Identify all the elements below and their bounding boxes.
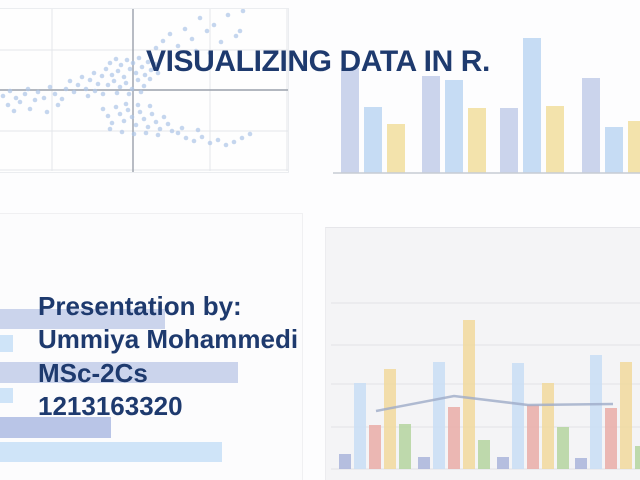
author-line: 1213163320: [38, 391, 183, 422]
author-line: Presentation by:: [38, 291, 242, 321]
grouped-bar-chart: [333, 38, 640, 174]
author-line: Ummiya Mohammedi: [38, 324, 299, 355]
bar-series: [341, 38, 640, 173]
author-line: MSc-2Cs: [38, 357, 148, 388]
faded-bar-series: [339, 320, 640, 469]
hbar-series: [0, 309, 238, 462]
bar-chart-panel-top-right: [330, 0, 640, 180]
scatter-chart: [0, 9, 288, 172]
horizontal-bar-chart: [0, 309, 238, 462]
bar-line-panel-bottom-right: [325, 227, 640, 480]
author-block: Presentation by: Ummiya Mohammedi MSc-2Cs 1…: [38, 290, 298, 424]
slide-title: VISUALIZING DATA IN R.: [146, 45, 490, 78]
faded-bar-line-chart: [331, 302, 640, 470]
scatter-plot-panel: [0, 8, 289, 173]
scatter-points: [0, 9, 253, 148]
trend-line: [375, 394, 614, 413]
